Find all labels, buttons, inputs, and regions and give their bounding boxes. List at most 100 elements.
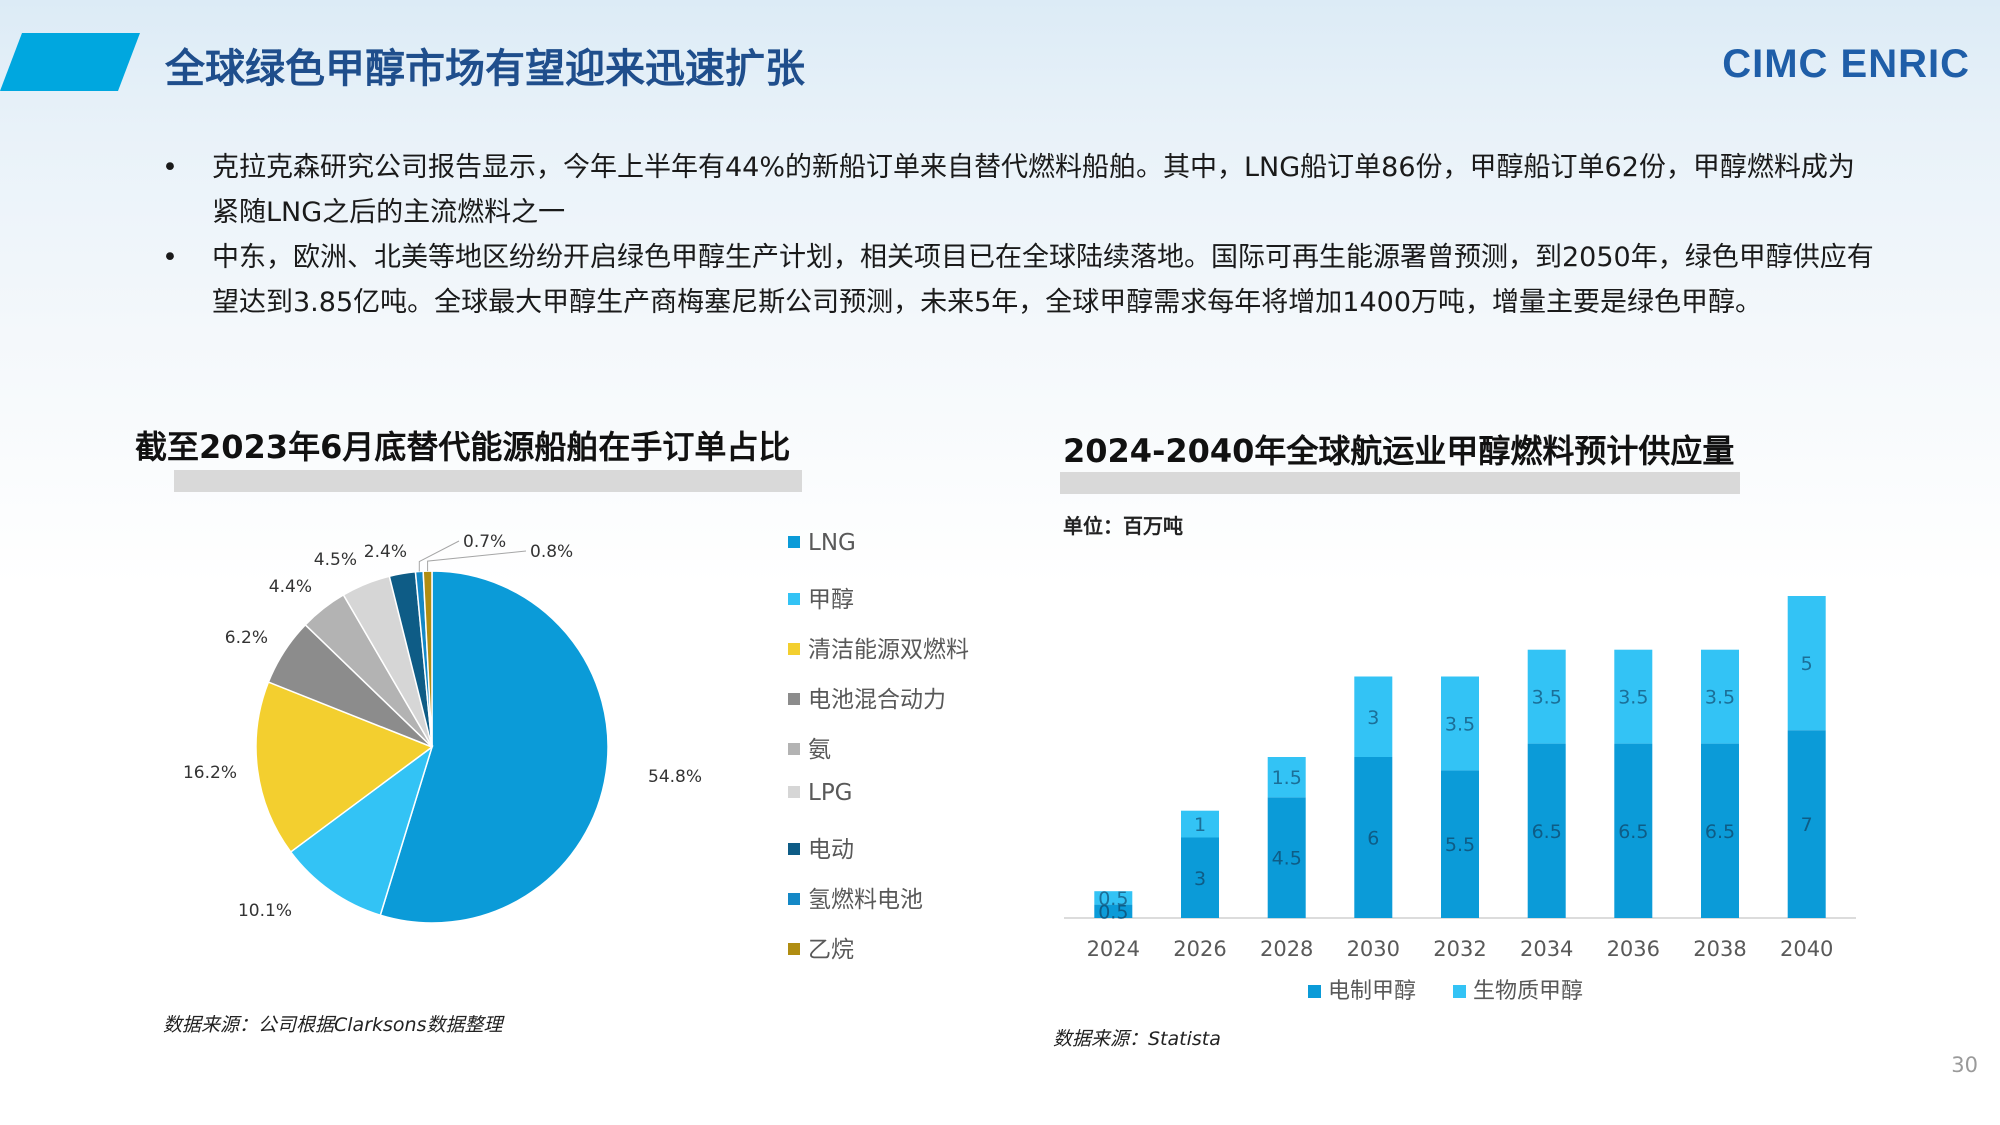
legend-swatch: [788, 942, 800, 955]
unit-label: 单位：百万吨: [1063, 514, 1183, 538]
bar-segment-bio: [1267, 757, 1306, 798]
x-tick-label: 2028: [1260, 937, 1313, 961]
bar-segment-electro: [1267, 797, 1306, 919]
x-tick-label: 2040: [1780, 937, 1833, 961]
pie-data-label: 4.4%: [269, 577, 312, 597]
bar-data-label: 1.5: [1272, 767, 1302, 789]
bar-data-label: 5: [1801, 653, 1813, 675]
pie-chart: 54.8% 10.1% 16.2% 6.2% 4.4%4.5% 2.4% 0.7% 0.8%: [183, 532, 702, 924]
pie-data-label: 2.4%: [364, 542, 407, 562]
legend-swatch: [788, 785, 800, 798]
bullet-text: 克拉克森研究公司报告显示，今年上半年有44%的新船订单来自替代燃料船舶。其中，L…: [212, 152, 1855, 228]
bar-data-label: 1: [1194, 814, 1206, 836]
bar-data-label: 4.5: [1272, 848, 1302, 870]
legend-item: 甲醇: [788, 580, 854, 614]
legend-item: 氨: [788, 730, 831, 764]
legend-label: 氨: [808, 737, 831, 763]
bar-data-label: 3: [1194, 868, 1206, 890]
x-tick-label: 2038: [1693, 937, 1746, 961]
legend-label: 甲醇: [808, 587, 854, 613]
legend-swatch: [788, 535, 800, 548]
legend-swatch: [788, 592, 800, 605]
bullet-item: • 克拉克森研究公司报告显示，今年上半年有44%的新船订单来自替代燃料船舶。其中…: [160, 145, 1880, 235]
pie-title-underline: [174, 470, 802, 492]
pie-slice-2: [289, 745, 434, 917]
bar-data-label: 0.5: [1098, 888, 1128, 910]
bar-segment-electro: [1787, 730, 1826, 918]
bar-source-note: 数据来源：Statista: [1053, 1028, 1221, 1050]
pie-slice-1: [379, 570, 609, 924]
bar-data-label: 3.5: [1618, 687, 1648, 709]
bar-title-underline: [1060, 472, 1740, 494]
x-tick-label: 2026: [1173, 937, 1226, 961]
bar-data-label: 6: [1367, 828, 1379, 850]
legend-swatch: [788, 742, 800, 755]
pie-chart-title: 截至2023年6月底替代能源船舶在手订单占比: [135, 428, 791, 466]
bullet-item: • 中东，欧洲、北美等地区纷纷开启绿色甲醇生产计划，相关项目已在全球陆续落地。国…: [160, 235, 1880, 325]
corner-accent-shape: [0, 33, 140, 91]
bar-segment-bio: [1094, 891, 1133, 905]
pie-data-label: 4.5%: [314, 550, 357, 570]
bullet-marker: •: [162, 152, 178, 183]
x-tick-label: 2034: [1520, 937, 1573, 961]
x-tick-label: 2032: [1433, 937, 1486, 961]
bar-data-label: 7: [1801, 814, 1813, 836]
bar-legend-swatch: [1308, 985, 1321, 998]
bar-data-label: 6.5: [1532, 821, 1562, 843]
bar-data-label: 3.5: [1705, 687, 1735, 709]
x-tick-label: 2030: [1347, 937, 1400, 961]
bar-segment-bio: [1181, 810, 1219, 838]
bar-legend-swatch: [1453, 985, 1466, 998]
bar-data-label: 0.5: [1098, 901, 1128, 923]
pie-data-label: 6.2%: [225, 628, 268, 648]
legend-swatch: [788, 692, 800, 705]
legend-label: LNG: [808, 530, 856, 556]
stacked-bar-chart: 0.50.5 2024 3 1 2026 4.5 1.5 2028 6 3 2030 5.5 3.5 20…: [1064, 596, 1856, 1004]
legend-label: 氢燃料电池: [808, 887, 923, 913]
legend-item: 电池混合动力: [788, 680, 946, 714]
bar-legend-label: 电制甲醇: [1328, 979, 1416, 1004]
bar-segment-bio: [1614, 649, 1653, 744]
bar-segment-electro: [1094, 904, 1133, 918]
bar-chart-title: 2024-2040年全球航运业甲醇燃料预计供应量: [1063, 432, 1735, 470]
pie-leader-line: [427, 550, 527, 572]
bar-data-label: 3.5: [1445, 714, 1475, 736]
pie-data-label: 10.1%: [238, 901, 292, 921]
legend-label: 乙烷: [808, 937, 854, 963]
bar-segment-electro: [1614, 743, 1653, 918]
legend-label: LPG: [808, 780, 853, 806]
bar-segment-electro: [1354, 757, 1393, 918]
bar-segment-electro: [1701, 743, 1739, 918]
legend-label: 电池混合动力: [808, 687, 946, 713]
pie-source-note: 数据来源：公司根据Clarksons数据整理: [163, 1014, 503, 1036]
legend-label: 电动: [808, 837, 854, 863]
x-tick-label: 2024: [1087, 937, 1140, 961]
bar-segment-bio: [1354, 676, 1393, 757]
bar-segment-electro: [1441, 770, 1479, 918]
bar-data-label: 6.5: [1705, 821, 1735, 843]
pie-data-label: 0.8%: [530, 542, 573, 562]
pie-data-label: 54.8%: [648, 767, 702, 787]
bar-segment-bio: [1701, 649, 1739, 744]
bullet-marker: •: [162, 242, 178, 273]
legend-item: 乙烷: [788, 930, 854, 964]
pie-data-label: 0.7%: [463, 532, 506, 552]
bar-data-label: 5.5: [1445, 834, 1475, 856]
legend-item: 电动: [788, 830, 854, 864]
bar-legend-label: 生物质甲醇: [1473, 979, 1583, 1004]
legend-swatch: [788, 842, 800, 855]
pie-leader-line: [418, 540, 460, 572]
legend-item: LPG: [788, 780, 853, 806]
legend-item: 氢燃料电池: [788, 880, 923, 914]
x-tick-label: 2036: [1607, 937, 1660, 961]
legend-item: LNG: [788, 530, 856, 556]
legend-item: 清洁能源双燃料: [788, 630, 969, 664]
legend-swatch: [788, 642, 800, 655]
bar-segment-bio: [1441, 676, 1479, 771]
bar-data-label: 3: [1367, 707, 1379, 729]
pie-slice-3: [255, 681, 434, 853]
bullet-list: • 克拉克森研究公司报告显示，今年上半年有44%的新船订单来自替代燃料船舶。其中…: [160, 145, 1880, 325]
bar-segment-bio: [1787, 596, 1826, 731]
legend-swatch: [788, 892, 800, 905]
bar-segment-electro: [1527, 743, 1566, 918]
